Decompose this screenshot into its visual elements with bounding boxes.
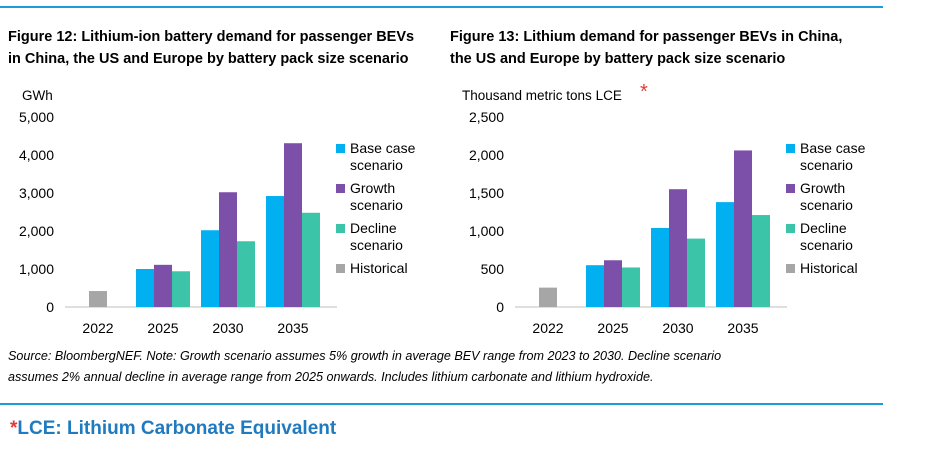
y-tick-label: 2,000 (469, 147, 504, 163)
bar-decline-scenario-2030 (687, 238, 705, 307)
legend-label: scenario (350, 157, 403, 173)
legend-swatch-historical (336, 264, 345, 273)
x-tick-label: 2025 (597, 320, 628, 336)
x-tick-label: 2035 (727, 320, 758, 336)
y-tick-label: 1,500 (469, 185, 504, 201)
y-tick-label: 0 (46, 299, 54, 315)
figure-12-title: Figure 12: Lithium-ion battery demand fo… (8, 26, 448, 70)
x-tick-label: 2030 (212, 320, 243, 336)
y-tick-label: 3,000 (19, 185, 54, 201)
bar-base-case-scenario-2030 (201, 230, 219, 307)
bar-base-case-scenario-2035 (716, 202, 734, 307)
y-tick-label: 500 (481, 261, 505, 277)
legend-label: Decline (800, 220, 847, 236)
bar-base-case-scenario-2025 (136, 269, 154, 307)
legend-label: Growth (800, 180, 845, 196)
bar-base-case-scenario-2035 (266, 196, 284, 307)
legend-swatch-base-case-scenario (336, 144, 345, 153)
legend-label: Decline (350, 220, 397, 236)
x-tick-label: 2035 (277, 320, 308, 336)
y-tick-label: 4,000 (19, 147, 54, 163)
y-axis-label-asterisk: * (640, 81, 648, 103)
asterisk: * (10, 418, 18, 439)
legend-label: Base case (800, 140, 866, 156)
legend-label: Base case (350, 140, 416, 156)
bar-decline-scenario-2025 (622, 267, 640, 307)
bar-decline-scenario-2030 (237, 241, 255, 307)
bar-growth-scenario-2030 (219, 192, 237, 307)
source-note-line1: Source: BloombergNEF. Note: Growth scena… (8, 349, 722, 363)
bottom-rule (0, 403, 883, 405)
figure-13-title-line1: Figure 13: Lithium demand for passenger … (450, 29, 843, 45)
x-tick-label: 2022 (82, 320, 113, 336)
y-tick-label: 2,000 (19, 223, 54, 239)
bar-growth-scenario-2035 (734, 150, 752, 307)
x-tick-label: 2022 (532, 320, 563, 336)
legend-label: scenario (350, 237, 403, 253)
legend-label: scenario (350, 197, 403, 213)
bar-historical-2022 (539, 287, 557, 307)
top-rule (0, 6, 883, 8)
x-tick-label: 2025 (147, 320, 178, 336)
figure-13-chart: Thousand metric tons LCE * 0 500 1,000 1,500 2… (462, 81, 866, 336)
legend-label: scenario (800, 237, 853, 253)
bar-decline-scenario-2035 (752, 215, 770, 307)
source-note: Source: BloombergNEF. Note: Growth scena… (8, 346, 878, 388)
bar-growth-scenario-2025 (604, 260, 622, 307)
legend-label: scenario (800, 157, 853, 173)
figure-13-title: Figure 13: Lithium demand for passenger … (450, 26, 890, 70)
source-note-line2: assumes 2% annual decline in average ran… (8, 370, 654, 384)
legend-swatch-base-case-scenario (786, 144, 795, 153)
figure-12-chart: GWh 0 1,000 2,000 3,000 4,000 5,000 2022 2025 203… (19, 88, 416, 336)
lce-footnote: *LCE: Lithium Carbonate Equivalent (10, 418, 336, 440)
legend-swatch-decline-scenario (336, 224, 345, 233)
lce-footnote-text: LCE: Lithium Carbonate Equivalent (17, 418, 337, 439)
y-axis-label: GWh (22, 88, 53, 103)
bar-historical-2022 (89, 291, 107, 307)
bar-decline-scenario-2035 (302, 212, 320, 307)
y-tick-label: 5,000 (19, 109, 54, 125)
bar-growth-scenario-2030 (669, 189, 687, 307)
legend-swatch-growth-scenario (786, 184, 795, 193)
legend-label: Historical (800, 260, 858, 276)
y-tick-label: 1,000 (19, 261, 54, 277)
y-axis-label: Thousand metric tons LCE (462, 88, 622, 103)
figure-12-title-line1: Figure 12: Lithium-ion battery demand fo… (8, 29, 415, 45)
legend-label: scenario (800, 197, 853, 213)
figure-13-title-line2: the US and Europe by battery pack size s… (450, 51, 786, 67)
y-tick-label: 2,500 (469, 109, 504, 125)
x-tick-label: 2030 (662, 320, 693, 336)
bar-base-case-scenario-2025 (586, 265, 604, 307)
legend-label: Growth (350, 180, 395, 196)
bar-growth-scenario-2025 (154, 264, 172, 307)
y-tick-label: 1,000 (469, 223, 504, 239)
y-tick-label: 0 (496, 299, 504, 315)
legend-swatch-decline-scenario (786, 224, 795, 233)
legend-swatch-growth-scenario (336, 184, 345, 193)
bar-growth-scenario-2035 (284, 143, 302, 307)
legend-label: Historical (350, 260, 408, 276)
bar-base-case-scenario-2030 (651, 227, 669, 307)
figure-12-title-line2: in China, the US and Europe by battery p… (8, 51, 409, 67)
legend-swatch-historical (786, 264, 795, 273)
bar-decline-scenario-2025 (172, 271, 190, 307)
